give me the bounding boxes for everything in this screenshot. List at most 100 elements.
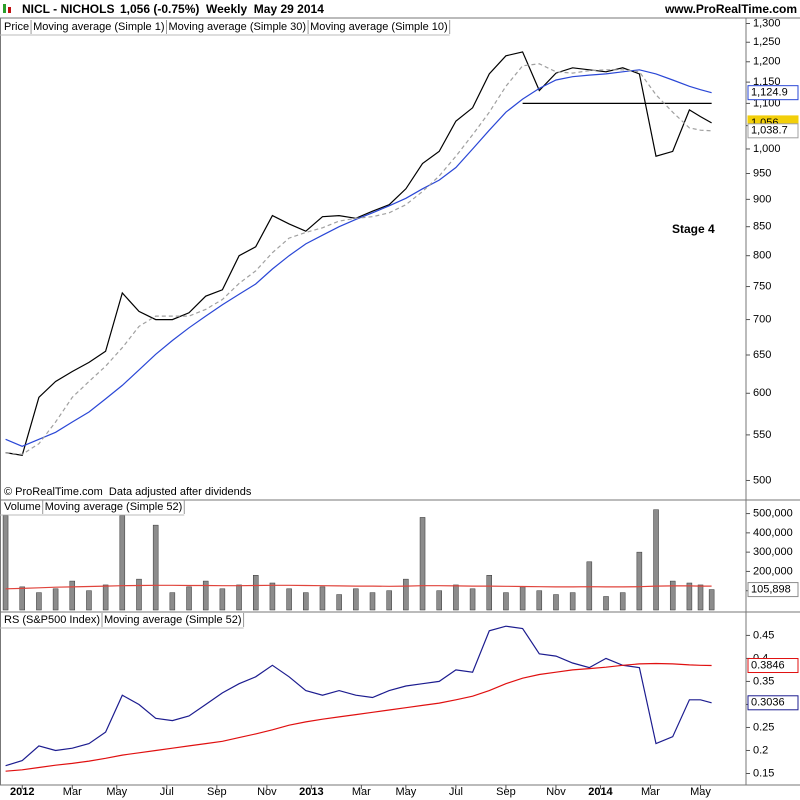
x-tick-label: Mar (641, 786, 660, 798)
legend-entry: Price (4, 21, 29, 33)
x-tick-label: May (690, 786, 711, 798)
y-tick-label: 500 (753, 474, 771, 486)
volume-bar (636, 551, 643, 611)
value-badge (747, 85, 799, 101)
x-tick-label: Nov (257, 786, 277, 798)
volume-bar (202, 580, 209, 611)
y-tick-label: 1,300 (753, 17, 781, 29)
legend-entry: RS (S&P500 Index) (4, 614, 100, 626)
value-label: 1,124.9 (751, 87, 788, 99)
legend-entry: Moving average (Simple 10) (310, 21, 448, 33)
x-tick-label: 2013 (299, 786, 323, 798)
value-badge (747, 695, 799, 711)
y-tick-label: 550 (753, 429, 771, 441)
value-label: 1,038.7 (751, 125, 788, 137)
x-tick-label: Sep (207, 786, 227, 798)
volume-bar (553, 594, 559, 611)
series-line (5, 625, 712, 767)
volume-bar (436, 590, 442, 611)
volume-bar (469, 588, 476, 611)
volume-bar (102, 584, 109, 611)
legend-entry: Volume (4, 501, 41, 513)
x-tick-label: Jul (449, 786, 463, 798)
volume-bar (86, 590, 92, 611)
header-bar (0, 0, 800, 18)
volume-bar (403, 578, 409, 611)
y-tick-label: 0.25 (753, 721, 774, 733)
period: Weekly May 29 2014 (206, 2, 324, 16)
volume-bar (453, 584, 459, 611)
value-badge (747, 582, 799, 598)
series-line (5, 69, 712, 447)
y-tick-label: 200,000 (753, 565, 793, 577)
y-tick-label: 0.2 (753, 744, 768, 756)
legend-entry: Moving average (Simple 52) (45, 501, 183, 513)
volume-bar (686, 582, 693, 611)
volume-bar (697, 584, 704, 611)
volume-bar (603, 596, 609, 611)
series-line (5, 584, 712, 590)
volume-bar (52, 588, 59, 611)
volume-bar (353, 588, 359, 611)
volume-bar (219, 588, 226, 611)
value-label: 0.3036 (751, 697, 785, 709)
y-tick-label: 650 (753, 349, 771, 361)
x-tick-label: May (106, 786, 127, 798)
x-tick-label: 2012 (10, 786, 34, 798)
y-tick-label: 500,000 (753, 507, 793, 519)
y-tick-label: 300,000 (753, 546, 793, 558)
source: www.ProRealTime.com (664, 2, 797, 16)
y-tick-label: 900 (753, 193, 771, 205)
y-tick-label: 1,150 (753, 76, 781, 88)
volume-bar (419, 517, 426, 611)
series-line (5, 662, 712, 772)
volume-bar (69, 580, 76, 611)
volume-bar (653, 509, 659, 611)
volume-bar (269, 582, 276, 611)
y-tick-label: 750 (753, 280, 771, 292)
y-tick-label: 1,100 (753, 97, 781, 109)
y-tick-label: 1,000 (753, 143, 781, 155)
value-label: 0.3846 (751, 659, 785, 671)
y-tick-label: 600 (753, 387, 771, 399)
volume-bar (319, 586, 326, 611)
x-tick-label: Sep (496, 786, 516, 798)
y-tick-label: 1,250 (753, 36, 781, 48)
volume-bar (236, 584, 242, 611)
volume-bar (2, 515, 9, 611)
value-badge (747, 658, 799, 674)
header-icon (8, 7, 11, 13)
x-tick-label: Mar (352, 786, 371, 798)
volume-bar (136, 578, 142, 611)
y-tick-label: 1,200 (753, 56, 781, 68)
volume-bar (386, 590, 392, 611)
value-badge (747, 123, 799, 139)
legend-entry: Moving average (Simple 30) (169, 21, 307, 33)
volume-bar (569, 592, 576, 611)
value-label: 1,056 (751, 117, 779, 129)
x-tick-label: Jul (160, 786, 174, 798)
volume-bar (708, 589, 715, 611)
volume-bar (619, 592, 626, 611)
legend-entry: Moving average (Simple 1) (33, 21, 164, 33)
volume-bar (152, 524, 159, 611)
x-tick-label: May (395, 786, 416, 798)
volume-bar (286, 588, 292, 611)
y-tick-label: 0.15 (753, 767, 774, 779)
volume-bar (252, 575, 259, 611)
value-label: 105,898 (751, 583, 791, 595)
x-tick-label: Mar (63, 786, 82, 798)
x-tick-label: Nov (546, 786, 566, 798)
header-icon (3, 4, 6, 13)
volume-bar (669, 580, 676, 611)
volume-bar (519, 586, 526, 611)
volume-bar (336, 594, 342, 611)
volume-bar (369, 592, 376, 611)
legend-entry: Moving average (Simple 52) (104, 614, 242, 626)
series-line (5, 51, 712, 456)
y-tick-label: 950 (753, 167, 771, 179)
volume-bar (486, 575, 493, 611)
